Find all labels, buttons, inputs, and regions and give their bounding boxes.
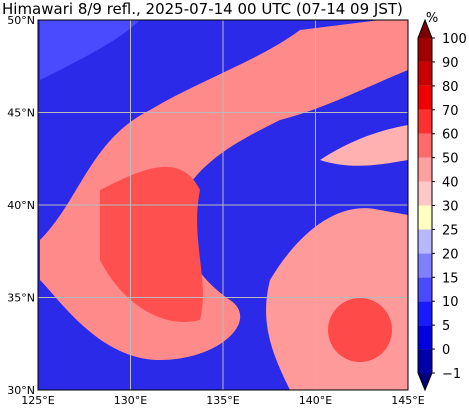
colorbar-label: −1 — [442, 367, 461, 382]
colorbar-label: 80 — [442, 80, 459, 95]
colorbar-segment — [418, 109, 432, 134]
map-frame — [37, 19, 409, 391]
colorbar-segment — [418, 253, 432, 278]
lat-label: 50°N — [7, 14, 35, 27]
colorbar-segment — [418, 61, 432, 86]
colorbar-label: 10 — [442, 295, 459, 310]
lat-label: 35°N — [7, 292, 35, 305]
colorbar-segment — [418, 301, 432, 326]
colorbar-segment — [418, 349, 432, 373]
lon-label: 145°E — [391, 394, 424, 407]
colorbar-label: 30 — [442, 200, 459, 215]
colorbar-label: 15 — [442, 271, 459, 286]
colorbar-segment — [418, 229, 432, 254]
colorbar-segment — [418, 133, 432, 158]
colorbar-segment — [418, 181, 432, 206]
colorbar-label: 25 — [442, 223, 459, 238]
colorbar-over — [418, 20, 432, 38]
colorbar-label: 100 — [442, 32, 467, 47]
colorbar-label: 50 — [442, 152, 459, 167]
colorbar-unit: % — [426, 11, 438, 26]
colorbar-label: 5 — [442, 319, 450, 334]
colorbar-segment — [418, 325, 432, 350]
lat-label: 45°N — [7, 107, 35, 120]
colorbar-segment — [418, 85, 432, 110]
colorbar-under — [418, 373, 432, 390]
colorbar-label: 0 — [442, 343, 450, 358]
lon-label: 135°E — [206, 394, 239, 407]
colorbar-label: 90 — [442, 56, 459, 71]
colorbar-segment — [418, 38, 432, 62]
lat-label: 40°N — [7, 199, 35, 212]
colorbar-segment — [418, 157, 432, 182]
title: Himawari 8/9 refl., 2025-07-14 00 UTC (0… — [2, 0, 403, 18]
lon-label: 125°E — [21, 394, 54, 407]
colorbar-label: 20 — [442, 247, 459, 262]
colorbar-label: 40 — [442, 176, 459, 191]
colorbar-label: 60 — [442, 128, 459, 143]
lon-label: 130°E — [114, 394, 147, 407]
colorbar-segment — [418, 277, 432, 302]
colorbar-label: 70 — [442, 104, 459, 119]
lon-label: 140°E — [299, 394, 332, 407]
lat-label: 30°N — [7, 384, 35, 397]
colorbar-segment — [418, 205, 432, 230]
